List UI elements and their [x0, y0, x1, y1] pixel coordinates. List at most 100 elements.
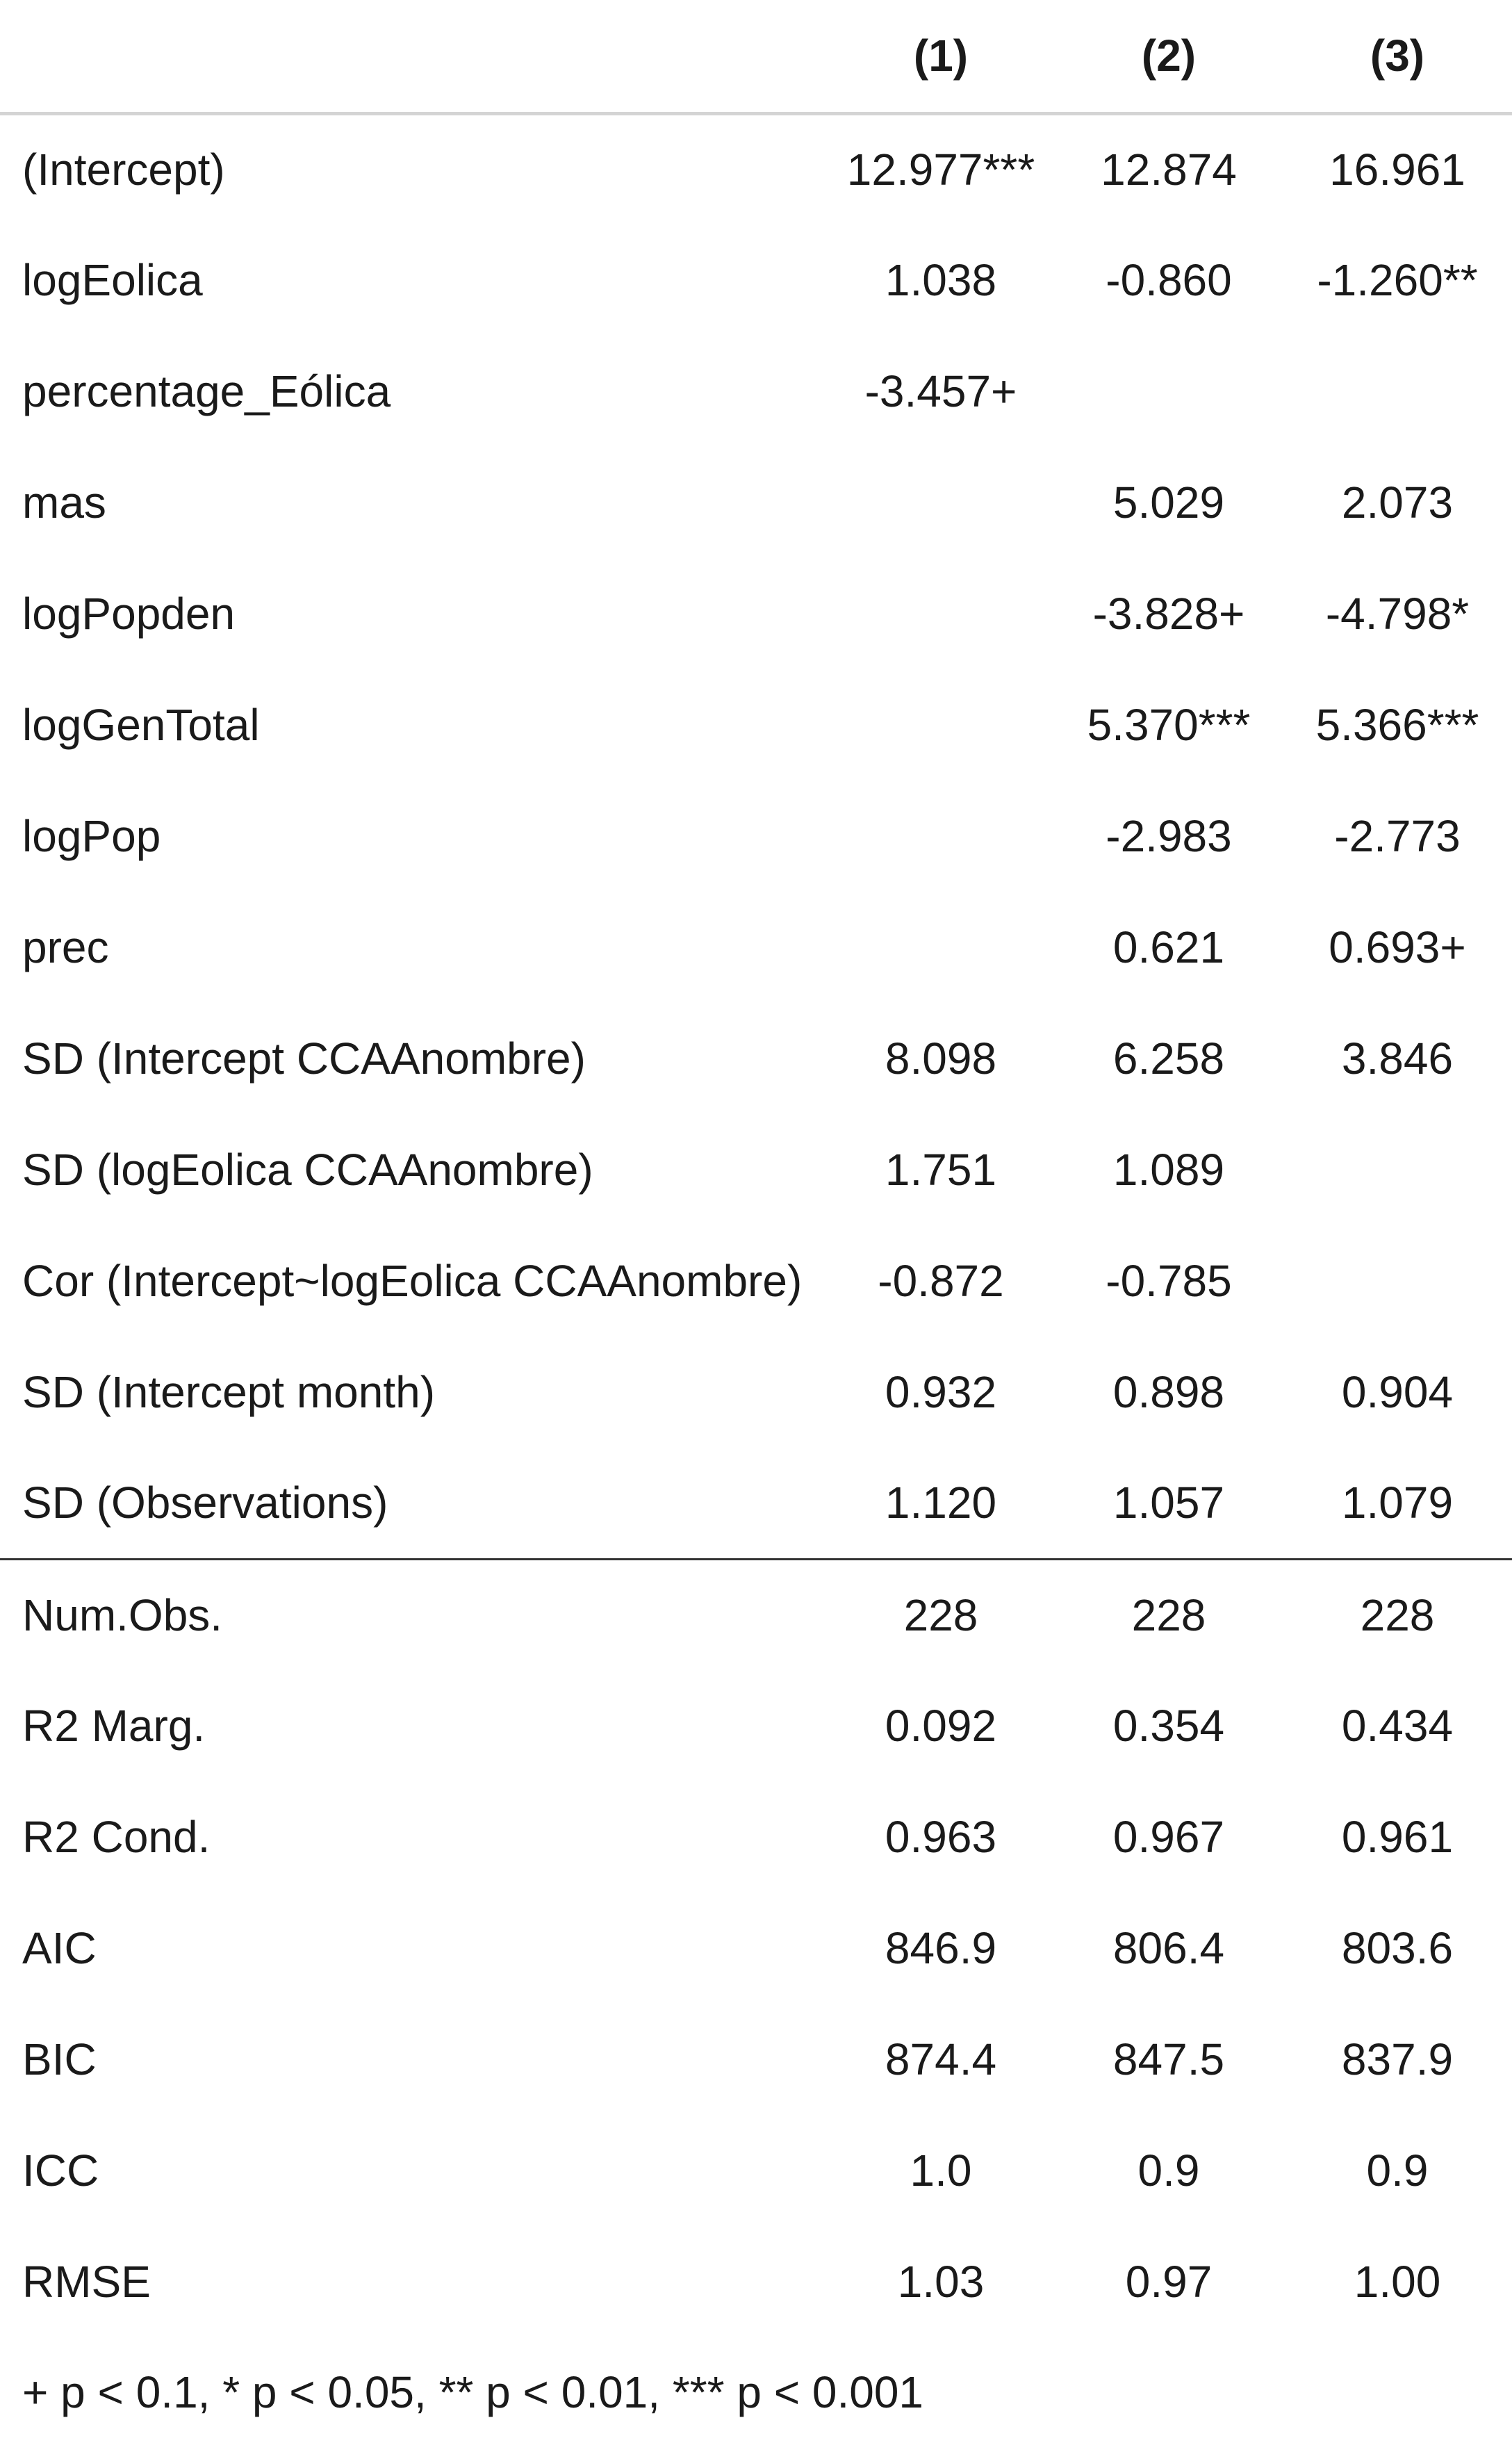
coefficient-row: mas 5.029 2.073 — [0, 447, 1512, 558]
model-2-value: 847.5 — [1112, 2034, 1225, 2084]
row-label: BIC — [22, 2034, 97, 2084]
row-label: SD (Observations) — [22, 1478, 388, 1528]
coefficient-row: SD (Observations) 1.120 1.057 1.079 — [0, 1448, 1512, 1559]
coefficient-row: logGenTotal 5.370*** 5.366*** — [0, 669, 1512, 780]
row-label: ICC — [22, 2146, 99, 2196]
regression-table: (1) (2) (3) (Intercept) 12.977*** 12.874 16… — [0, 0, 1512, 2337]
model-3-value: -2.773 — [1334, 811, 1461, 861]
header-model-1: (1) — [827, 0, 1055, 115]
row-label: mas — [22, 477, 106, 528]
model-1-value: 8.098 — [885, 1033, 997, 1084]
model-2-value: -0.860 — [1106, 255, 1232, 305]
model-3-value: 837.9 — [1341, 2034, 1454, 2084]
model-3-value: -4.798* — [1325, 589, 1470, 639]
gof-row: BIC 874.4 847.5 837.9 — [0, 2004, 1512, 2115]
model-3-value: 1.079 — [1341, 1478, 1454, 1528]
gof-row: ICC 1.0 0.9 0.9 — [0, 2115, 1512, 2226]
model-1-value: 0.932 — [885, 1367, 997, 1417]
model-2-value: 0.898 — [1112, 1367, 1225, 1417]
model-1-value: 1.03 — [897, 2257, 985, 2307]
row-label: R2 Marg. — [22, 1701, 206, 1751]
row-label: logPopden — [22, 589, 236, 639]
model-1-value: 0.963 — [885, 1812, 997, 1862]
row-label: SD (Intercept month) — [22, 1367, 435, 1417]
model-2-value: 6.258 — [1112, 1033, 1225, 1084]
coefficient-row: prec 0.621 0.693+ — [0, 892, 1512, 1003]
model-3-value — [1283, 1114, 1512, 1225]
model-2-value: 0.967 — [1112, 1812, 1225, 1862]
significance-footnote: + p < 0.1, * p < 0.05, ** p < 0.01, *** … — [22, 2367, 923, 2417]
coefficient-row: SD (Intercept month) 0.932 0.898 0.904 — [0, 1337, 1512, 1448]
model-2-value — [1055, 336, 1283, 447]
model-1-value: 12.977*** — [846, 145, 1035, 195]
model-1-value: 1.120 — [885, 1478, 997, 1528]
model-1-value — [827, 892, 1055, 1003]
model-1-value — [827, 669, 1055, 780]
model-3-value: 0.434 — [1341, 1701, 1454, 1751]
model-3-value: 16.961 — [1329, 145, 1465, 195]
row-label: Cor (Intercept~logEolica CCAAnombre) — [22, 1256, 803, 1306]
model-1-value: 874.4 — [885, 2034, 997, 2084]
model-2-value: -3.828+ — [1092, 589, 1245, 639]
model-2-value: 12.874 — [1101, 145, 1237, 195]
model-3-value: 3.846 — [1341, 1033, 1454, 1084]
model-2-value: 228 — [1055, 1558, 1283, 1670]
gof-row: R2 Cond. 0.963 0.967 0.961 — [0, 1781, 1512, 1893]
gof-row: Num.Obs. 228 228 228 — [0, 1558, 1512, 1670]
header-model-3: (3) — [1283, 0, 1512, 115]
model-2-value: 0.354 — [1112, 1701, 1225, 1751]
model-3-value: -1.260** — [1317, 255, 1478, 305]
coefficient-rows: (Intercept) 12.977*** 12.874 16.961 logEolic… — [0, 113, 1512, 1559]
gof-row: AIC 846.9 806.4 803.6 — [0, 1893, 1512, 2004]
model-2-value: 806.4 — [1112, 1923, 1225, 1973]
model-2-value: 1.089 — [1112, 1145, 1225, 1195]
coefficient-row: logEolica 1.038 -0.860 -1.260** — [0, 224, 1512, 336]
gof-row: RMSE 1.03 0.97 1.00 — [0, 2226, 1512, 2337]
model-3-value — [1283, 336, 1512, 447]
coefficient-row: SD (logEolica CCAAnombre) 1.751 1.089 — [0, 1114, 1512, 1225]
row-label: logPop — [22, 811, 161, 861]
header-model-2: (2) — [1055, 0, 1283, 115]
model-2-value: -2.983 — [1106, 811, 1232, 861]
model-1-value: 228 — [827, 1558, 1055, 1670]
model-2-value: 1.057 — [1112, 1478, 1225, 1528]
row-label: R2 Cond. — [22, 1812, 211, 1862]
model-1-value: 0.092 — [885, 1701, 997, 1751]
coefficient-row: percentage_Eólica -3.457+ — [0, 336, 1512, 447]
row-label: logEolica — [22, 255, 203, 305]
model-1-value: -3.457+ — [864, 366, 1017, 416]
row-label: AIC — [22, 1923, 97, 1973]
model-1-value: -0.872 — [878, 1256, 1004, 1306]
row-label: (Intercept) — [22, 145, 225, 195]
model-1-value — [827, 780, 1055, 892]
row-label: logGenTotal — [22, 700, 260, 750]
row-label: SD (logEolica CCAAnombre) — [22, 1145, 593, 1195]
model-2-value: 5.370*** — [1087, 700, 1251, 750]
gof-row: R2 Marg. 0.092 0.354 0.434 — [0, 1670, 1512, 1781]
model-3-value: 5.366*** — [1315, 700, 1479, 750]
header-label-cell — [0, 0, 827, 115]
coefficient-row: logPop -2.983 -2.773 — [0, 780, 1512, 892]
model-1-value: 1.0 — [910, 2146, 972, 2196]
model-3-value: 228 — [1283, 1558, 1512, 1670]
model-2-value: 0.97 — [1125, 2257, 1213, 2307]
model-2-value: -0.785 — [1106, 1256, 1232, 1306]
row-label: RMSE — [22, 2257, 151, 2307]
model-1-value — [827, 558, 1055, 669]
coefficient-row: Cor (Intercept~logEolica CCAAnombre) -0.8… — [0, 1225, 1512, 1337]
row-label: percentage_Eólica — [22, 366, 391, 416]
model-3-value: 803.6 — [1341, 1923, 1454, 1973]
row-label: SD (Intercept CCAAnombre) — [22, 1033, 586, 1084]
model-3-value — [1283, 1225, 1512, 1337]
coefficient-row: logPopden -3.828+ -4.798* — [0, 558, 1512, 669]
model-1-value — [827, 447, 1055, 558]
model-1-value: 1.751 — [885, 1145, 997, 1195]
model-1-value: 1.038 — [885, 255, 997, 305]
model-2-value: 5.029 — [1112, 477, 1225, 528]
row-label: Num.Obs. — [0, 1558, 827, 1670]
model-3-value: 0.9 — [1366, 2146, 1429, 2196]
model-3-value: 0.904 — [1341, 1367, 1454, 1417]
model-3-value: 0.693+ — [1329, 922, 1466, 972]
model-3-value: 0.961 — [1341, 1812, 1454, 1862]
